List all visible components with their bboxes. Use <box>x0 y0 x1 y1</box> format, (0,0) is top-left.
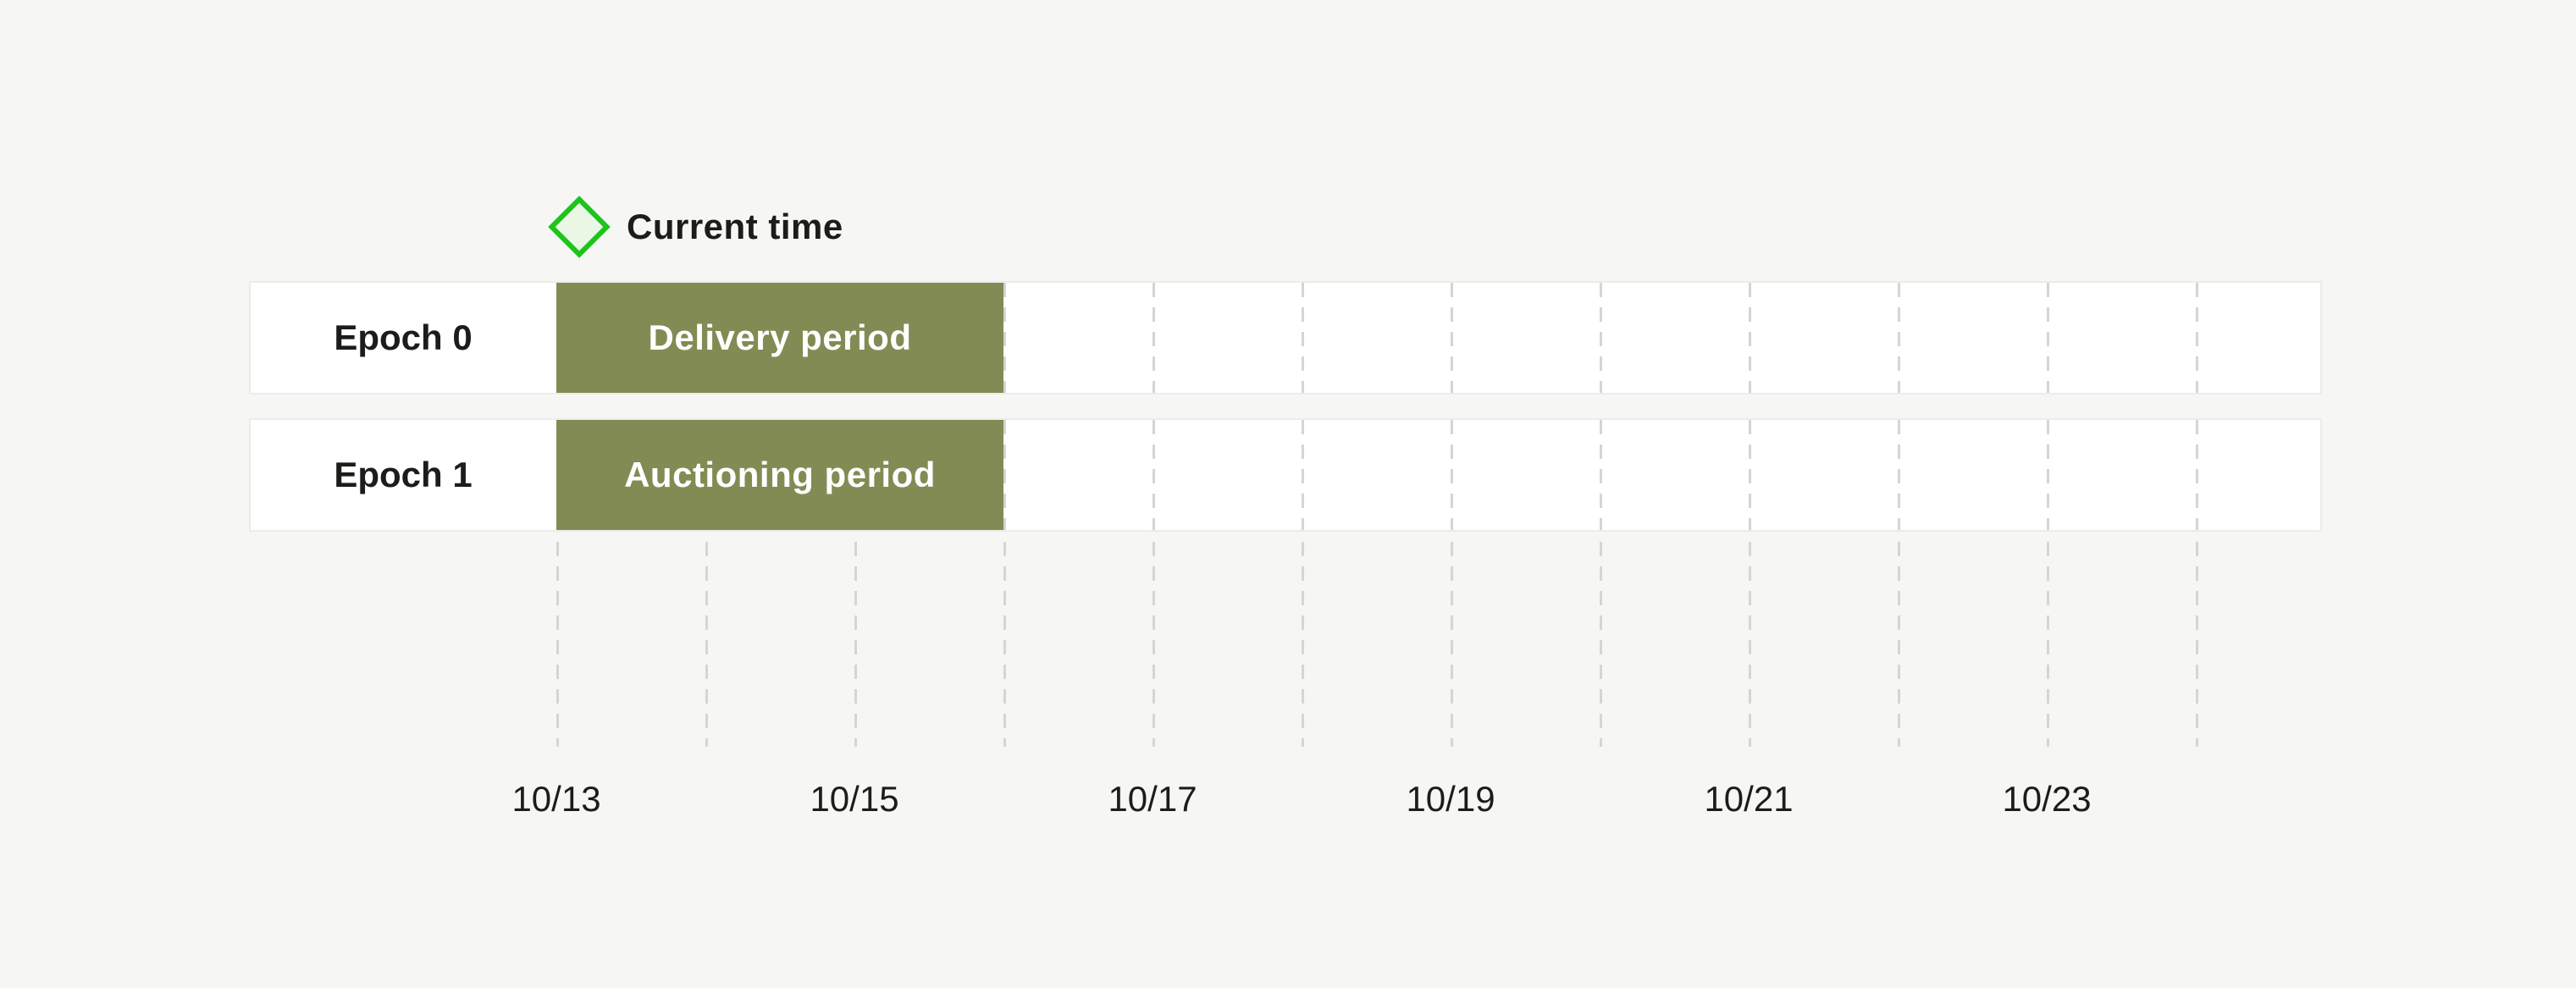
day-gridline <box>1302 283 1304 393</box>
day-gridline <box>2047 542 2049 747</box>
axis-tick-label: 10/13 <box>511 779 601 819</box>
day-gridline <box>1898 283 1900 393</box>
date-axis: 10/13 10/15 10/17 10/19 10/21 10/23 <box>0 779 2576 830</box>
bar-delivery-period[interactable]: Delivery period <box>556 283 1003 393</box>
day-gridline <box>1153 420 1155 530</box>
axis-tick-label: 10/15 <box>810 779 899 819</box>
row-label-epoch-0: Epoch 0 <box>334 317 473 357</box>
day-gridline <box>1153 542 1155 747</box>
day-gridline <box>1451 420 1453 530</box>
day-gridline <box>1749 420 1751 530</box>
current-time-label: Current time <box>627 207 843 246</box>
day-gridline <box>2196 542 2198 747</box>
day-gridline <box>1749 283 1751 393</box>
day-gridline <box>1003 420 1006 530</box>
day-gridline <box>1302 420 1304 530</box>
day-gridline <box>1003 542 1006 747</box>
current-time-legend: Current time <box>542 190 843 263</box>
day-gridline <box>1302 542 1304 747</box>
day-gridline <box>1003 283 1006 393</box>
day-gridline <box>705 542 708 747</box>
row-label-epoch-1: Epoch 1 <box>334 455 473 494</box>
day-gridline <box>1600 542 1602 747</box>
axis-tick-label: 10/19 <box>1406 779 1495 819</box>
bar-label: Auctioning period <box>624 455 936 494</box>
timeline-row-epoch-1: Auctioning period Epoch 1 <box>249 418 2322 532</box>
bar-label: Delivery period <box>648 317 912 357</box>
day-gridline <box>1898 542 1900 747</box>
bar-auctioning-period[interactable]: Auctioning period <box>556 420 1003 530</box>
day-gridline <box>1451 283 1453 393</box>
day-gridline <box>2196 420 2198 530</box>
day-gridline <box>2196 283 2198 393</box>
day-gridline <box>1749 542 1751 747</box>
day-gridline <box>1600 283 1602 393</box>
day-gridline <box>1600 420 1602 530</box>
day-gridline <box>854 542 857 747</box>
day-gridline <box>1451 542 1453 747</box>
timeline-row-epoch-0: Delivery period Epoch 0 <box>249 281 2322 395</box>
day-gridline <box>2047 420 2049 530</box>
axis-tick-label: 10/17 <box>1108 779 1197 819</box>
day-gridline <box>1153 283 1155 393</box>
axis-tick-label: 10/23 <box>2002 779 2092 819</box>
axis-tick-label: 10/21 <box>1704 779 1794 819</box>
current-time-diamond-icon <box>548 196 611 258</box>
day-gridline <box>556 542 559 747</box>
day-gridline <box>1898 420 1900 530</box>
below-rows-gridlines <box>0 542 2576 747</box>
day-gridline <box>2047 283 2049 393</box>
